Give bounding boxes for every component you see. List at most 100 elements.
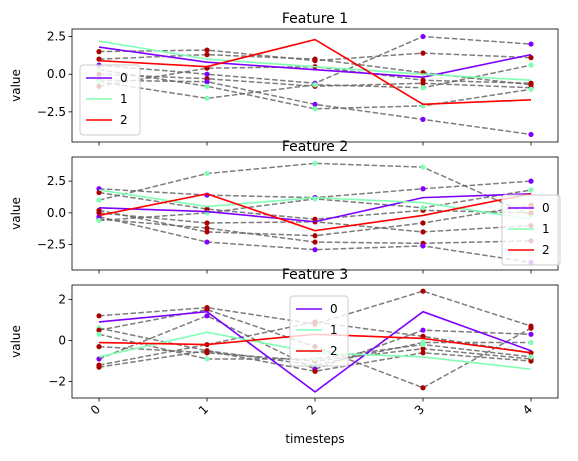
background-point [312, 233, 318, 239]
background-point [312, 247, 318, 253]
background-point [96, 217, 102, 224]
background-point [312, 160, 318, 166]
series-line-0 [98, 193, 532, 223]
background-point [312, 56, 318, 62]
background-point [420, 205, 426, 211]
background-point [96, 331, 102, 337]
background-point [204, 348, 210, 354]
background-point [96, 327, 102, 333]
background-point [420, 85, 426, 91]
legend-box [501, 194, 561, 266]
background-point [312, 239, 318, 245]
legend-label-0: 0 [542, 201, 550, 215]
background-point [204, 239, 210, 245]
series-line-1 [98, 189, 532, 221]
x-tick-label: 0 [88, 402, 103, 417]
y-axis-label: value [9, 69, 23, 102]
background-point [420, 243, 426, 249]
background-point [204, 47, 210, 53]
background-line [98, 189, 532, 222]
legend-label-1: 1 [330, 323, 338, 337]
series-line-0 [98, 310, 532, 393]
background-point [204, 52, 210, 58]
background-point [420, 220, 426, 226]
x-axis-label: timesteps [285, 432, 344, 446]
background-point [528, 187, 534, 193]
panel-1: −2.5 0.0 2.5 Feature 1 value 0 1 2 [9, 11, 559, 146]
legend-label-2: 2 [542, 243, 550, 257]
background-point [420, 350, 426, 356]
legend-box [289, 295, 349, 367]
background-line [98, 314, 532, 371]
series-line-0 [98, 46, 532, 79]
y-tick-label: 2.5 [47, 30, 66, 44]
background-point [96, 344, 102, 350]
background-point [528, 339, 534, 346]
plot-area [96, 33, 534, 138]
background-point [420, 33, 426, 40]
series-line-1 [98, 40, 532, 82]
background-line [98, 68, 532, 110]
background-point [528, 55, 534, 61]
panel-2: −2.5 0.0 2.5 Feature 2 value 0 1 2 [9, 139, 561, 274]
plot-area [96, 160, 534, 265]
background-point [204, 307, 210, 313]
x-tick-label: 4 [520, 402, 535, 417]
background-point [420, 327, 426, 333]
panel-title: Feature 2 [282, 139, 348, 155]
series-line-2 [98, 38, 532, 106]
y-tick-label: 2 [58, 292, 66, 306]
background-point [420, 164, 426, 170]
legend-label-0: 0 [120, 71, 128, 85]
background-point [528, 131, 534, 138]
background-point [528, 178, 534, 184]
x-tick-label: 2 [304, 402, 319, 417]
panel-title: Feature 1 [282, 11, 348, 27]
background-point [204, 83, 210, 89]
y-tick-label: −2.5 [37, 238, 66, 252]
legend-label-0: 0 [330, 302, 338, 316]
background-point [204, 170, 210, 177]
background-point [96, 356, 102, 362]
background-point [420, 116, 426, 122]
background-point [528, 325, 534, 331]
y-tick-label: 2.5 [47, 174, 66, 188]
legend-label-2: 2 [330, 344, 338, 358]
background-point [420, 385, 426, 391]
background-point [96, 49, 102, 55]
background-line [98, 349, 532, 373]
background-point [204, 79, 210, 85]
background-point [204, 229, 210, 235]
background-point [312, 101, 318, 107]
background-point [528, 41, 534, 47]
background-point [420, 229, 426, 235]
legend: 0 1 2 [501, 194, 561, 266]
background-point [204, 206, 210, 212]
panel-title: Feature 3 [282, 267, 348, 283]
legend-label-1: 1 [542, 222, 550, 236]
background-point [204, 220, 210, 226]
background-point [528, 358, 534, 364]
background-point [96, 364, 102, 370]
background-point [96, 197, 102, 203]
background-point [420, 288, 426, 294]
background-point [312, 368, 318, 374]
x-tick-label: 1 [196, 402, 211, 417]
background-point [96, 313, 102, 319]
y-axis-label: value [9, 197, 23, 230]
background-point [420, 77, 426, 83]
y-axis-label: value [9, 325, 23, 358]
background-point [528, 331, 534, 337]
background-point [204, 313, 210, 319]
background-point [420, 341, 426, 348]
legend: 0 1 2 [289, 295, 349, 367]
y-tick-label: 0 [58, 333, 66, 347]
background-point [528, 354, 534, 360]
y-tick-label: 0.0 [47, 206, 66, 220]
background-point [204, 225, 210, 231]
y-tick-label: 0.0 [47, 67, 66, 81]
x-tick-label: 3 [412, 402, 427, 417]
background-point [204, 95, 210, 101]
series-line-2 [98, 192, 532, 232]
